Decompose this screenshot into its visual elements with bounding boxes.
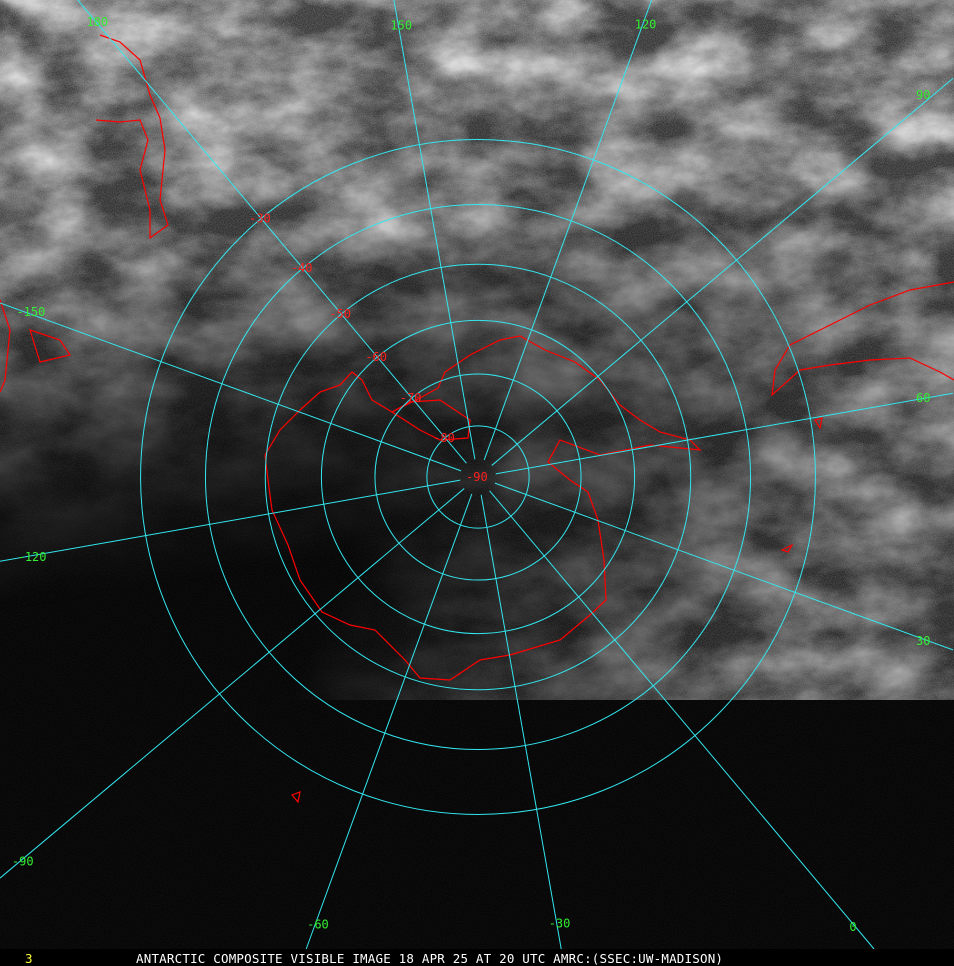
meridian-line <box>491 78 954 466</box>
longitude-label: -30 <box>549 916 571 930</box>
meridian-line <box>305 493 473 950</box>
latitude-label: -80 <box>433 431 455 445</box>
ross-ice-shelf-edge <box>390 399 471 441</box>
graticule-labels: 180 150 120 90 60 30 0 -30 -60 -90 -120 -150 -90 -80 -… <box>12 15 931 934</box>
meridian-line <box>393 0 476 460</box>
longitude-label: 0 <box>849 920 856 934</box>
meridian-line <box>0 479 461 562</box>
parallel-circle <box>140 139 816 815</box>
longitude-label: 30 <box>916 634 930 648</box>
longitude-label: -150 <box>16 305 45 319</box>
meridian-line <box>495 392 954 475</box>
caption-bar: 3 ANTARCTIC COMPOSITE VISIBLE IMAGE 18 A… <box>0 949 954 966</box>
meridian-line <box>483 0 653 461</box>
latitude-label: -70 <box>400 391 422 405</box>
longitude-label: -90 <box>12 854 34 868</box>
longitude-label: -120 <box>18 550 47 564</box>
parallel-circle <box>204 203 752 751</box>
meridian-line <box>0 488 465 879</box>
parallel-circle <box>426 425 530 529</box>
australia-coastline <box>771 281 954 397</box>
latitude-label: -40 <box>291 261 313 275</box>
antarctica-coastline <box>264 335 702 681</box>
meridian-line <box>480 494 562 950</box>
meridian-line <box>494 482 954 651</box>
meridian-line <box>0 302 462 472</box>
coastlines <box>0 34 954 804</box>
longitude-label: 150 <box>390 19 412 33</box>
parallel-circle <box>320 319 636 635</box>
longitude-label: 180 <box>86 15 108 29</box>
longitude-label: -60 <box>307 918 329 932</box>
latitude-label: -90 <box>466 470 488 484</box>
south-america-coastline <box>0 299 71 393</box>
parallel-circle <box>374 373 582 581</box>
longitude-label: 120 <box>635 17 657 31</box>
image-title: ANTARCTIC COMPOSITE VISIBLE IMAGE 18 APR… <box>136 951 724 966</box>
longitude-label: 90 <box>916 88 930 102</box>
longitude-label: 60 <box>916 391 930 405</box>
island-coastline <box>290 417 823 804</box>
latitude-label: -60 <box>365 350 387 364</box>
latitude-label: -30 <box>249 212 271 226</box>
meridian-line <box>489 490 875 950</box>
frame-number: 3 <box>25 951 33 966</box>
new-zealand-coastline <box>95 34 169 240</box>
meridian-line <box>77 0 467 464</box>
latitude-label: -50 <box>329 307 351 321</box>
parallel-circle <box>264 263 692 691</box>
